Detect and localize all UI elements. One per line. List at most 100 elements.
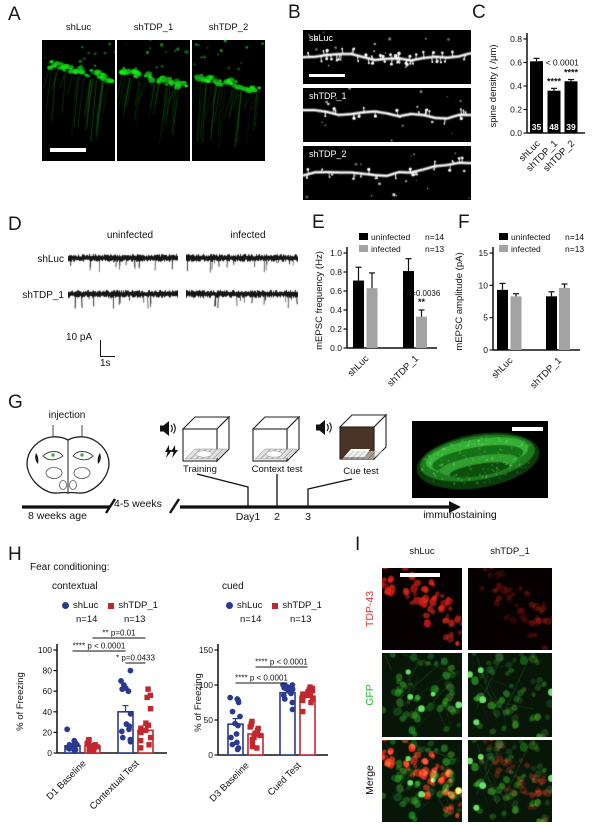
svg-text:0.2: 0.2: [510, 105, 522, 115]
svg-text:% of Freezing: % of Freezing: [15, 672, 26, 731]
svg-text:0.4: 0.4: [330, 305, 342, 315]
n-shtdp-cued: n=13: [290, 614, 312, 625]
shock-icon: [165, 445, 178, 458]
svg-text:5: 5: [483, 313, 488, 323]
svg-text:0.6: 0.6: [510, 58, 522, 68]
panel-letter-h: H: [8, 544, 23, 565]
panel-letter-g: G: [8, 392, 24, 413]
svg-text:uninfected: uninfected: [371, 232, 410, 242]
day2-label: 2: [274, 511, 280, 523]
contextual-freezing-chart: 0 20 40 60 80 100 % of Freezing ** p=0.01 **** p…: [15, 629, 167, 812]
legend-shluc-label: shLuc: [237, 600, 263, 611]
timeline-arrowhead: [449, 501, 461, 513]
gfp-row-label: GFP: [364, 684, 376, 706]
svg-text:50: 50: [204, 715, 214, 725]
ventricle-right: [97, 453, 101, 464]
mepsc-trace-shtdp1-uninfected: [68, 286, 178, 310]
fluorescence-image-shluc: [42, 40, 115, 161]
connector-training-day1: [196, 473, 249, 507]
svg-text:D1 Baseline: D1 Baseline: [45, 758, 89, 802]
mepsc-amplitude-chart: 0 5 10 15 mEPSC amplitude (pA) uninfected n=14…: [454, 232, 584, 391]
training-chamber-icon: [181, 415, 231, 463]
svg-text:48: 48: [549, 122, 559, 132]
svg-text:Contextual Test: Contextual Test: [88, 758, 142, 812]
hypothalamus-right: [69, 480, 77, 490]
panel-i-title-shtdp1: shTDP_1: [490, 546, 530, 557]
shtdp-marker-icon: [272, 602, 279, 609]
svg-text:shLuc: shLuc: [346, 353, 372, 379]
panel-i-title-shluc: shLuc: [409, 546, 435, 557]
dendrite-image-shtdp2: [303, 146, 471, 200]
svg-text:0.6: 0.6: [330, 286, 342, 296]
svg-text:0.4: 0.4: [510, 81, 522, 91]
svg-text:**** p < 0.0001: **** p < 0.0001: [255, 658, 308, 667]
svg-text:39: 39: [566, 122, 576, 132]
immunostaining-label: immunostaining: [423, 509, 497, 521]
cue-chamber-icon: [338, 413, 388, 461]
svg-text:p=0.0036: p=0.0036: [407, 289, 441, 298]
mepsc-frequency-chart: 0.0 0.2 0.4 0.6 0.8 1.0 mEPSC frequency (Hz) un…: [314, 232, 444, 389]
tdp43-image-shtdp1: [468, 568, 552, 650]
n-shluc-contextual: n=14: [76, 614, 98, 625]
legend-shtdp-label: shTDP_1: [282, 600, 322, 611]
legend-cued: shLuc shTDP_1: [226, 600, 322, 611]
svg-text:infected: infected: [511, 244, 541, 254]
svg-text:10: 10: [479, 280, 489, 290]
scale-bar: [400, 573, 440, 577]
speaker-icon: [160, 421, 176, 436]
svg-text:40: 40: [43, 707, 53, 717]
svg-text:Cued Test: Cued Test: [266, 760, 304, 798]
svg-text:spine density ( /μm): spine density ( /μm): [488, 44, 499, 127]
svg-text:0.2: 0.2: [330, 324, 342, 334]
panel-a-title-shtdp2: shTDP_2: [208, 22, 249, 33]
injection-site-left: [51, 453, 55, 457]
interval-label: 4-5 weeks: [114, 498, 162, 510]
scale-bar: [309, 74, 345, 77]
timeline-break-1: [104, 498, 117, 514]
svg-text:* p=0.0433: * p=0.0433: [116, 654, 155, 663]
fluorescence-image-shtdp2: [192, 40, 265, 161]
panel-letter-b: B: [288, 2, 302, 23]
trace-row-shluc: shLuc: [37, 254, 64, 265]
hippocampus-right: [72, 451, 94, 461]
tdp43-image-shluc: [382, 568, 462, 650]
merge-image-shtdp1: [468, 740, 552, 822]
svg-text:shLuc: shLuc: [490, 355, 516, 381]
shluc-marker-icon: [226, 602, 233, 609]
fluorescence-image-shtdp1: [117, 40, 190, 161]
svg-text:0.0: 0.0: [510, 128, 522, 138]
mepsc-trace-shluc-infected: [186, 250, 298, 274]
svg-text:1.0: 1.0: [330, 248, 342, 258]
legend-shtdp-label: shTDP_1: [118, 600, 158, 611]
age-label: 8 weeks age: [28, 510, 87, 522]
tdp43-row-label: TDP-43: [364, 590, 376, 628]
injection-site-right: [80, 453, 84, 457]
shtdp-marker-icon: [108, 602, 115, 609]
svg-text:mEPSC amplitude (pA): mEPSC amplitude (pA): [454, 252, 465, 350]
svg-text:p < 0.0001: p < 0.0001: [539, 57, 580, 67]
timeline-break-2: [168, 498, 181, 514]
svg-text:mEPSC frequency (Hz): mEPSC frequency (Hz): [314, 251, 325, 350]
svg-text:**** p < 0.0001: **** p < 0.0001: [235, 674, 288, 683]
trace-scale-time: 1s: [100, 358, 111, 369]
timeline-diagram: [22, 413, 461, 514]
svg-text:100: 100: [199, 680, 213, 690]
context-chamber-icon: [251, 415, 301, 463]
hippocampus-image: [412, 421, 548, 498]
svg-text:n=14: n=14: [565, 232, 584, 242]
context-test-label: Context test: [251, 464, 303, 475]
thalamus-right: [73, 467, 91, 479]
svg-text:35: 35: [532, 122, 542, 132]
injection-label: injection: [48, 410, 86, 421]
connector-cue-day3: [307, 478, 353, 507]
svg-text:D3 Baseline: D3 Baseline: [208, 760, 252, 804]
dendrite-label-shluc: shLuc: [309, 33, 334, 43]
legend-shluc-label: shLuc: [73, 600, 99, 611]
trace-scale-amplitude: 10 pA: [66, 332, 93, 343]
panel-letter-f: F: [458, 212, 471, 233]
svg-text:uninfected: uninfected: [511, 232, 550, 242]
cued-subtitle: cued: [222, 581, 244, 592]
contextual-subtitle: contextual: [52, 581, 98, 592]
dendrite-label-shtdp2: shTDP_2: [309, 149, 347, 159]
shluc-marker-icon: [62, 602, 69, 609]
